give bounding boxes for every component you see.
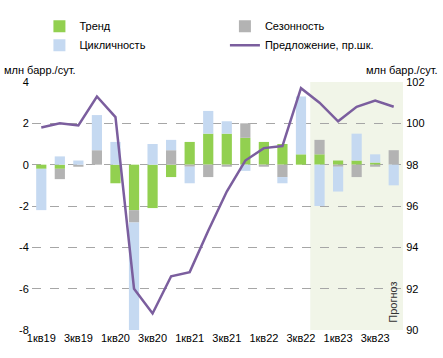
svg-text:98: 98	[406, 159, 418, 171]
svg-text:92: 92	[406, 283, 418, 295]
svg-text:1кв22: 1кв22	[249, 332, 278, 344]
svg-text:Цикличность: Цикличность	[79, 39, 145, 51]
svg-text:3кв23: 3кв23	[361, 332, 390, 344]
svg-text:-4: -4	[19, 241, 29, 253]
svg-text:1кв20: 1кв20	[101, 332, 130, 344]
svg-text:3кв20: 3кв20	[138, 332, 167, 344]
svg-text:90: 90	[406, 324, 418, 336]
svg-text:Предложение, пр.шк.: Предложение, пр.шк.	[265, 39, 374, 51]
svg-text:Прогноз: Прогноз	[387, 281, 399, 322]
svg-text:-2: -2	[19, 200, 29, 212]
svg-text:94: 94	[406, 241, 418, 253]
svg-text:млн барр./сут.: млн барр./сут.	[366, 64, 438, 76]
svg-text:102: 102	[406, 76, 424, 88]
svg-text:2: 2	[23, 117, 29, 129]
svg-text:Сезонность: Сезонность	[265, 20, 325, 32]
svg-text:-8: -8	[19, 324, 29, 336]
svg-text:1кв21: 1кв21	[175, 332, 204, 344]
svg-text:3кв21: 3кв21	[212, 332, 241, 344]
svg-text:96: 96	[406, 200, 418, 212]
svg-text:3кв22: 3кв22	[286, 332, 315, 344]
svg-text:100: 100	[406, 117, 424, 129]
svg-text:1кв23: 1кв23	[324, 332, 353, 344]
svg-text:1кв19: 1кв19	[27, 332, 56, 344]
svg-text:Тренд: Тренд	[79, 20, 110, 32]
svg-text:0: 0	[23, 159, 29, 171]
svg-text:4: 4	[23, 76, 29, 88]
svg-text:3кв19: 3кв19	[64, 332, 93, 344]
svg-text:млн барр./сут.: млн барр./сут.	[4, 64, 76, 76]
svg-text:-6: -6	[19, 283, 29, 295]
